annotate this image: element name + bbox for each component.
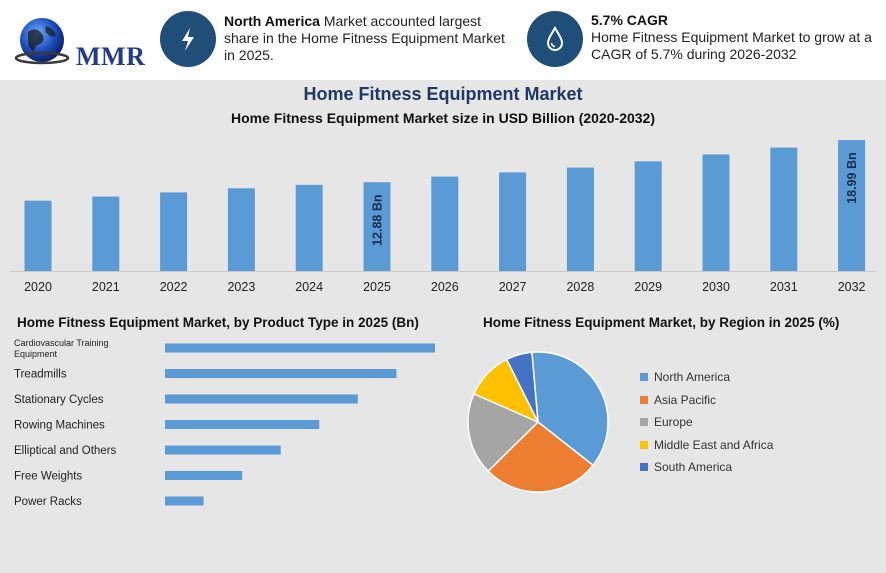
callout-bold: North America	[224, 13, 320, 29]
category-label: Elliptical and Others	[14, 445, 117, 457]
pie-slice-asia-pacific	[487, 421, 595, 493]
mmr-logo: MMR	[12, 14, 145, 76]
pie-slice-south-america	[505, 351, 539, 423]
product-type-chart-title: Home Fitness Equipment Market, by Produc…	[17, 315, 419, 330]
legend-label: Middle East and Africa	[654, 437, 774, 452]
bar-2022	[160, 192, 188, 271]
globe-icon	[14, 18, 70, 65]
callout-north-america: North America Market accounted largest s…	[224, 13, 514, 64]
x-tick-label: 2028	[566, 280, 594, 294]
lightning-icon	[160, 11, 216, 67]
legend-swatch	[640, 440, 648, 449]
x-tick-label: 2020	[24, 280, 52, 294]
hbar-3	[165, 420, 320, 429]
callout-text: Home Fitness Equipment Market to grow at…	[591, 29, 872, 62]
category-label: Rowing Machines	[14, 420, 105, 432]
x-tick-label: 2030	[702, 280, 730, 294]
bar-2021	[92, 196, 120, 271]
x-tick-label: 2026	[431, 280, 459, 294]
callout-cagr: 5.7% CAGR Home Fitness Equipment Market …	[591, 12, 876, 63]
x-tick-label: 2024	[295, 280, 323, 294]
data-label: 12.88 Bn	[371, 194, 385, 245]
hbar-2	[165, 394, 358, 404]
x-tick-label: 2021	[92, 280, 120, 294]
product-type-bar-chart: Cardiovascular Training Equipment Treadmil…	[14, 338, 435, 508]
bar-2029	[634, 161, 662, 271]
x-tick-label: 2029	[634, 280, 662, 294]
legend-label: Europe	[654, 415, 693, 429]
data-label: 18.99 Bn	[845, 152, 859, 203]
x-tick-label: 2032	[838, 280, 866, 294]
hbar-1	[165, 369, 397, 378]
bar-2025	[363, 182, 391, 271]
legend-swatch	[640, 418, 648, 426]
hbar-4	[165, 445, 281, 455]
legend-label: North America	[654, 370, 731, 384]
x-tick-label: 2031	[770, 280, 798, 294]
bar-2027	[499, 172, 527, 271]
hbar-0	[165, 343, 435, 353]
category-label: Treadmills	[14, 369, 67, 381]
header-band: MMR North America Market accounted large…	[0, 0, 886, 80]
market-size-bar-chart: 2020 2021 2022 2023 2024 2025 2026 2027 2028 2029…	[10, 140, 876, 294]
bar-2028	[566, 167, 594, 271]
page-title: Home Fitness Equipment Market	[303, 84, 583, 104]
category-label: Cardiovascular Training Equipment	[14, 338, 109, 359]
bar-2024	[295, 184, 323, 271]
pie-slice-north-america	[531, 351, 609, 467]
callout-text: Market accounted largest share in the Ho…	[224, 13, 505, 63]
bar-2032	[838, 140, 866, 271]
bar-2031	[770, 147, 798, 271]
bar-2030	[702, 154, 730, 271]
hbar-5	[165, 471, 243, 480]
hbar-6	[165, 496, 204, 506]
x-tick-label: 2022	[160, 280, 188, 294]
logo-text: MMR	[76, 42, 146, 71]
pie-slice-europe	[467, 392, 540, 473]
region-chart-title: Home Fitness Equipment Market, by Region…	[483, 315, 840, 330]
legend-label: South America	[654, 460, 733, 474]
category-label: Power Racks	[14, 496, 82, 508]
legend-label: Asia Pacific	[654, 392, 717, 407]
legend-swatch	[640, 463, 648, 471]
category-label: Free Weights	[14, 471, 82, 483]
category-label: Stationary Cycles	[14, 394, 104, 406]
bar-chart-title: Home Fitness Equipment Market size in US…	[231, 110, 655, 126]
growth-drop-icon	[527, 11, 583, 67]
bar-2026	[431, 176, 459, 271]
x-tick-label: 2027	[499, 280, 527, 294]
callout-bold: 5.7% CAGR	[591, 12, 669, 28]
region-pie-chart	[467, 351, 609, 493]
bar-2023	[227, 188, 255, 271]
legend-swatch	[640, 395, 648, 404]
bar-2020	[24, 200, 52, 271]
x-tick-label: 2023	[227, 280, 255, 294]
x-tick-label: 2025	[363, 280, 391, 294]
legend-swatch	[640, 373, 648, 381]
